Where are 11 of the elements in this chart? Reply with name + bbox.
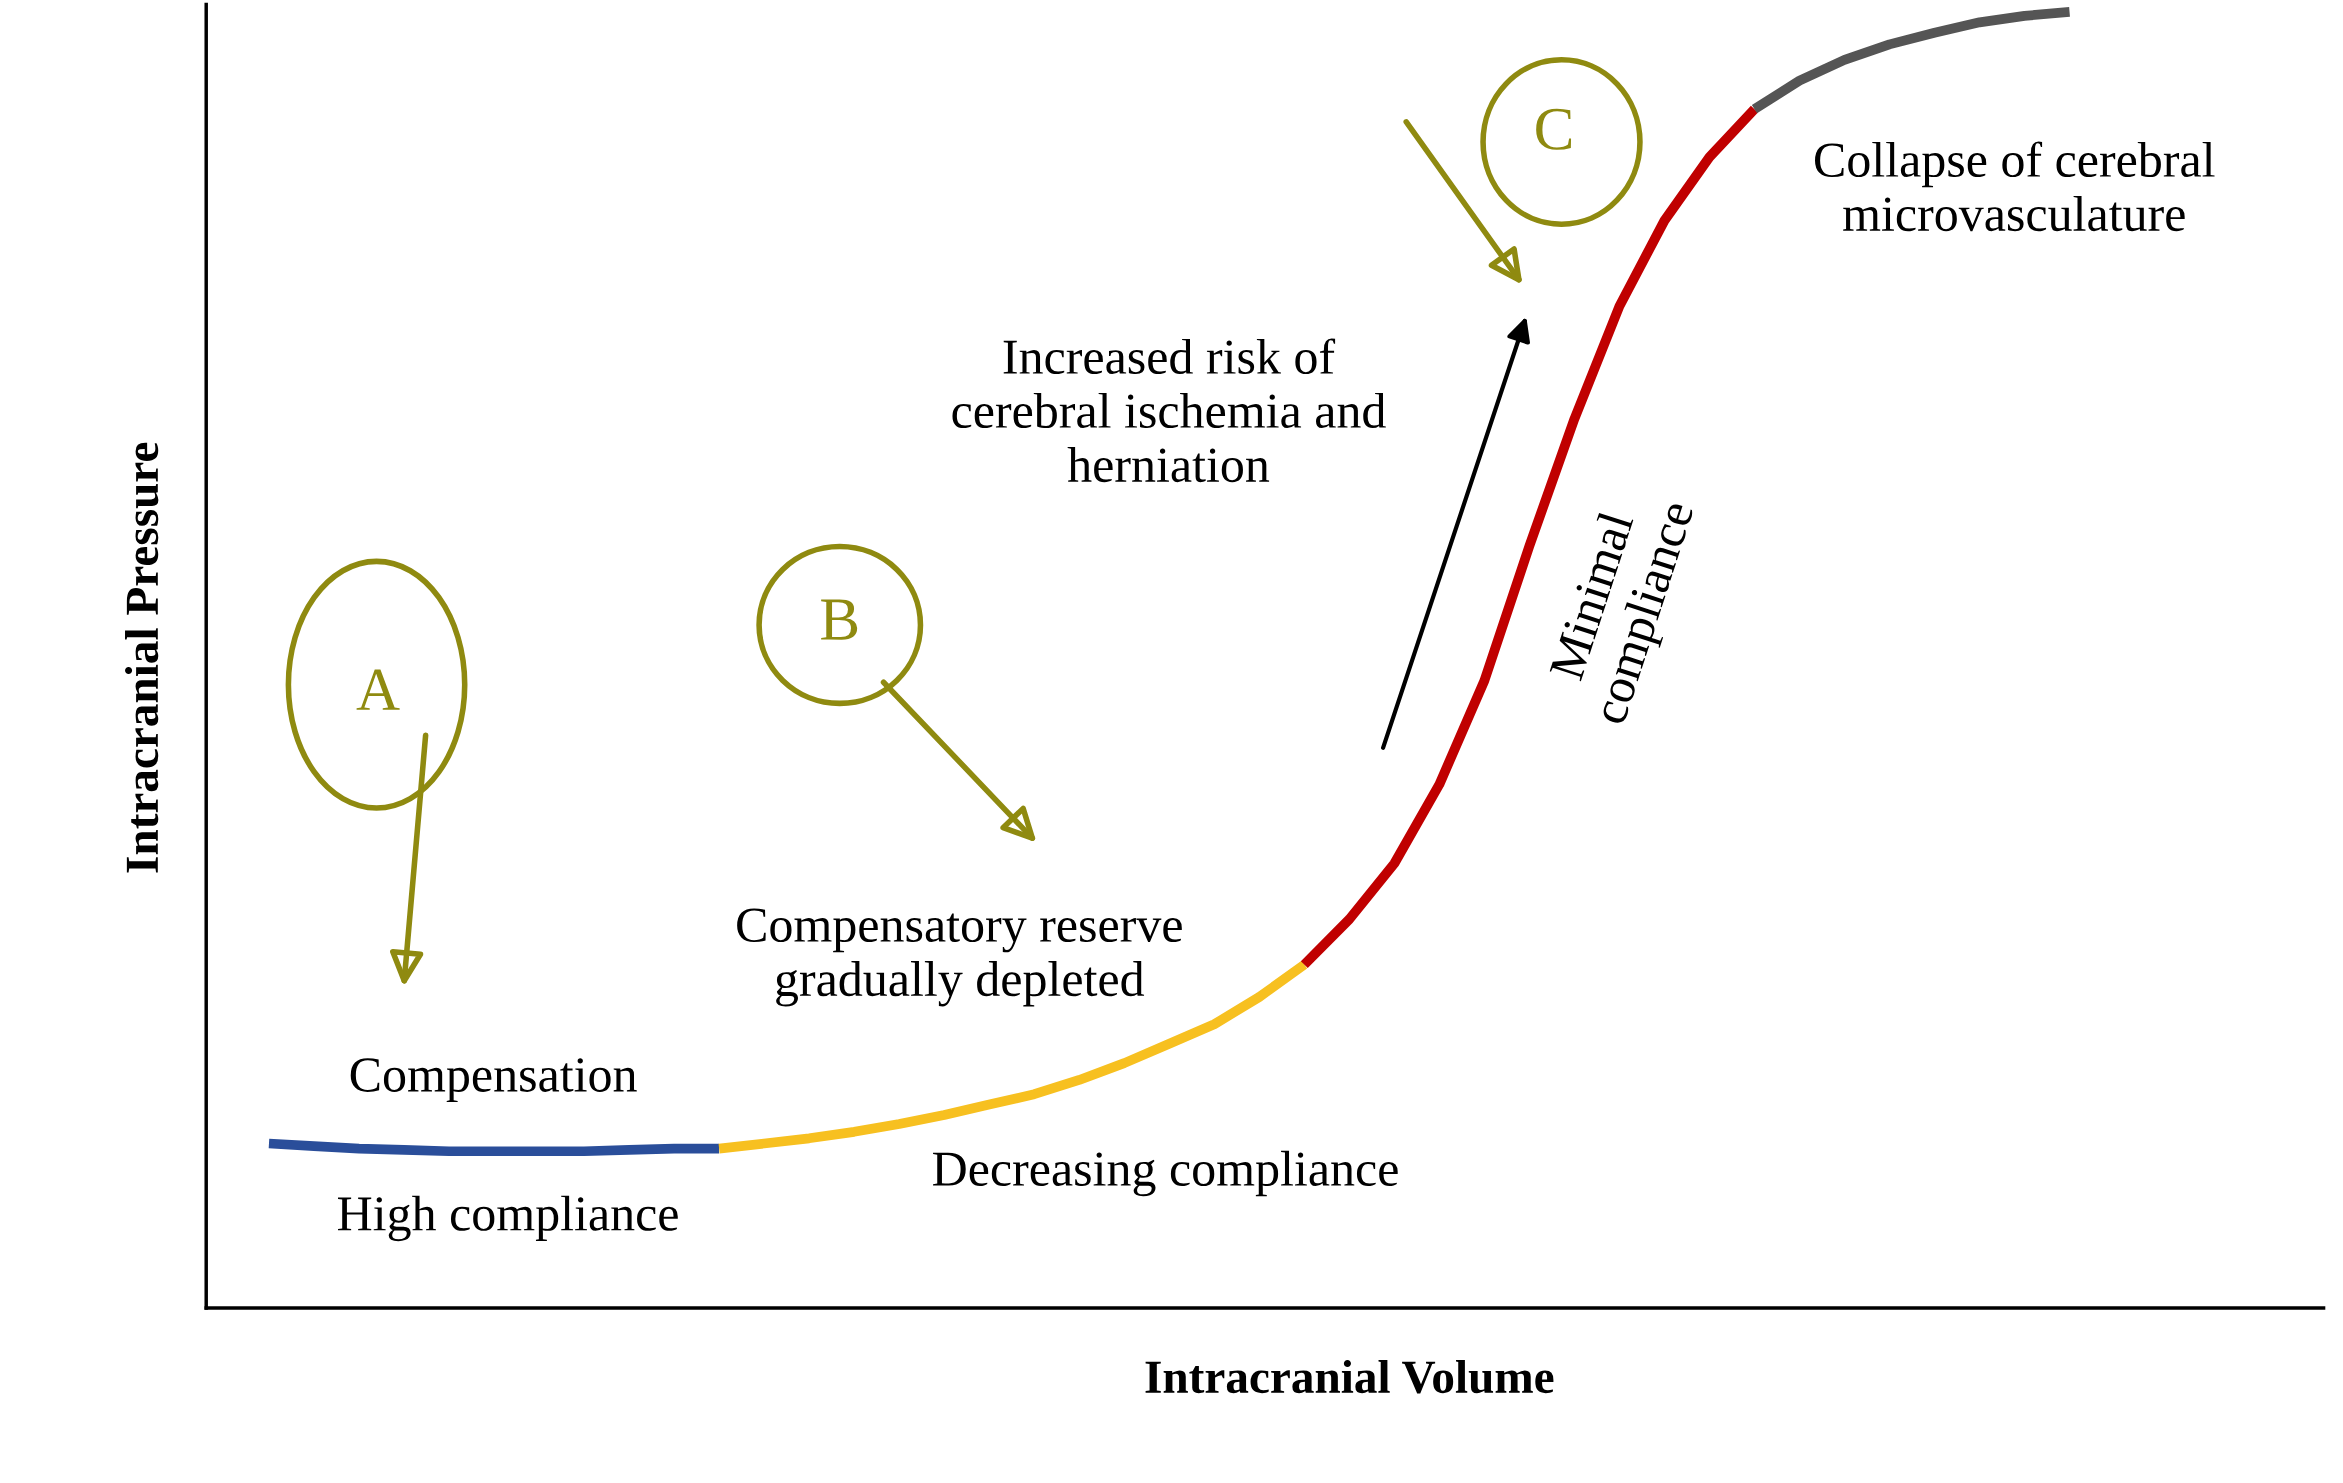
annotation: Compensation xyxy=(350,1058,637,1103)
annotation: C xyxy=(1536,108,1572,150)
y-axis-title: Intracranial Pressure xyxy=(125,442,159,873)
annotation: A xyxy=(356,669,400,710)
annotation: Decreasing compliance xyxy=(933,1150,1398,1197)
annotation: B xyxy=(821,599,858,640)
x-axis-title: Intracranial Volume xyxy=(1145,1359,1554,1394)
annotation: High compliance xyxy=(338,1195,678,1242)
annotation: Collapse of cerebral microvasculature xyxy=(1815,141,2215,232)
annotation: Increased risk of cerebral ischemia and herniation xyxy=(952,338,1386,483)
annotation: Compensatory reserve gradually depleted xyxy=(737,908,1182,1007)
